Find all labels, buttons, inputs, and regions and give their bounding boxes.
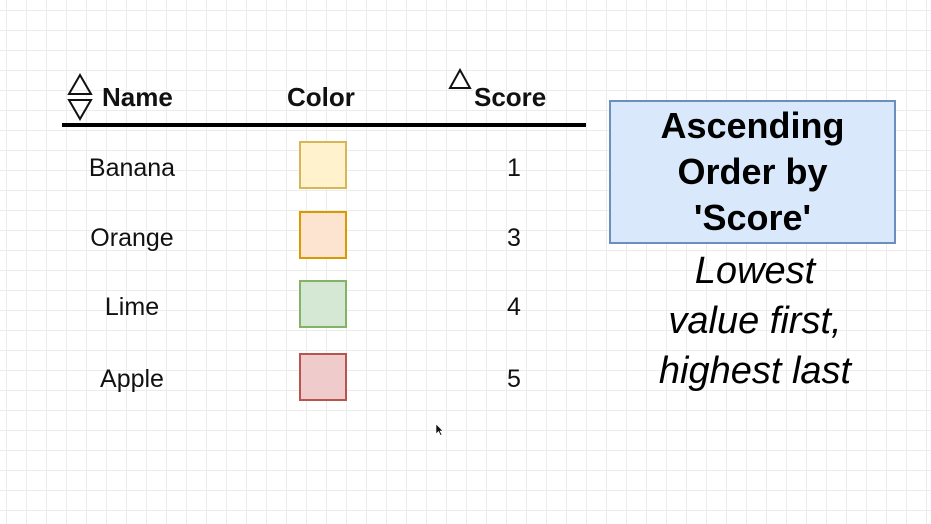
row-color-swatch xyxy=(299,141,347,189)
row-name-cell: Lime xyxy=(104,293,160,321)
sort-up-down-icon[interactable] xyxy=(67,73,93,121)
row-name-cell: Apple xyxy=(100,365,164,393)
row-color-swatch xyxy=(299,280,347,328)
row-score-cell: 1 xyxy=(507,154,521,182)
row-name-cell: Banana xyxy=(88,154,176,182)
row-score-cell: 5 xyxy=(507,365,521,393)
row-name-cell: Orange xyxy=(90,224,174,252)
row-color-swatch xyxy=(299,211,347,259)
column-header-score[interactable]: Score xyxy=(474,82,547,112)
column-header-name[interactable]: Name xyxy=(102,82,173,112)
row-score-cell: 3 xyxy=(507,224,521,252)
mouse-cursor-icon xyxy=(436,424,444,436)
row-color-swatch xyxy=(299,353,347,401)
column-header-color[interactable]: Color xyxy=(287,82,355,112)
row-score-cell: 4 xyxy=(507,293,521,321)
header-divider xyxy=(62,123,586,127)
callout-title: Ascending Order by 'Score' xyxy=(660,105,845,238)
callout-subtitle: Lowest value first, highest last xyxy=(658,250,852,392)
callout-box: Ascending Order by 'Score' xyxy=(609,100,896,244)
sort-ascending-icon[interactable] xyxy=(448,68,472,92)
